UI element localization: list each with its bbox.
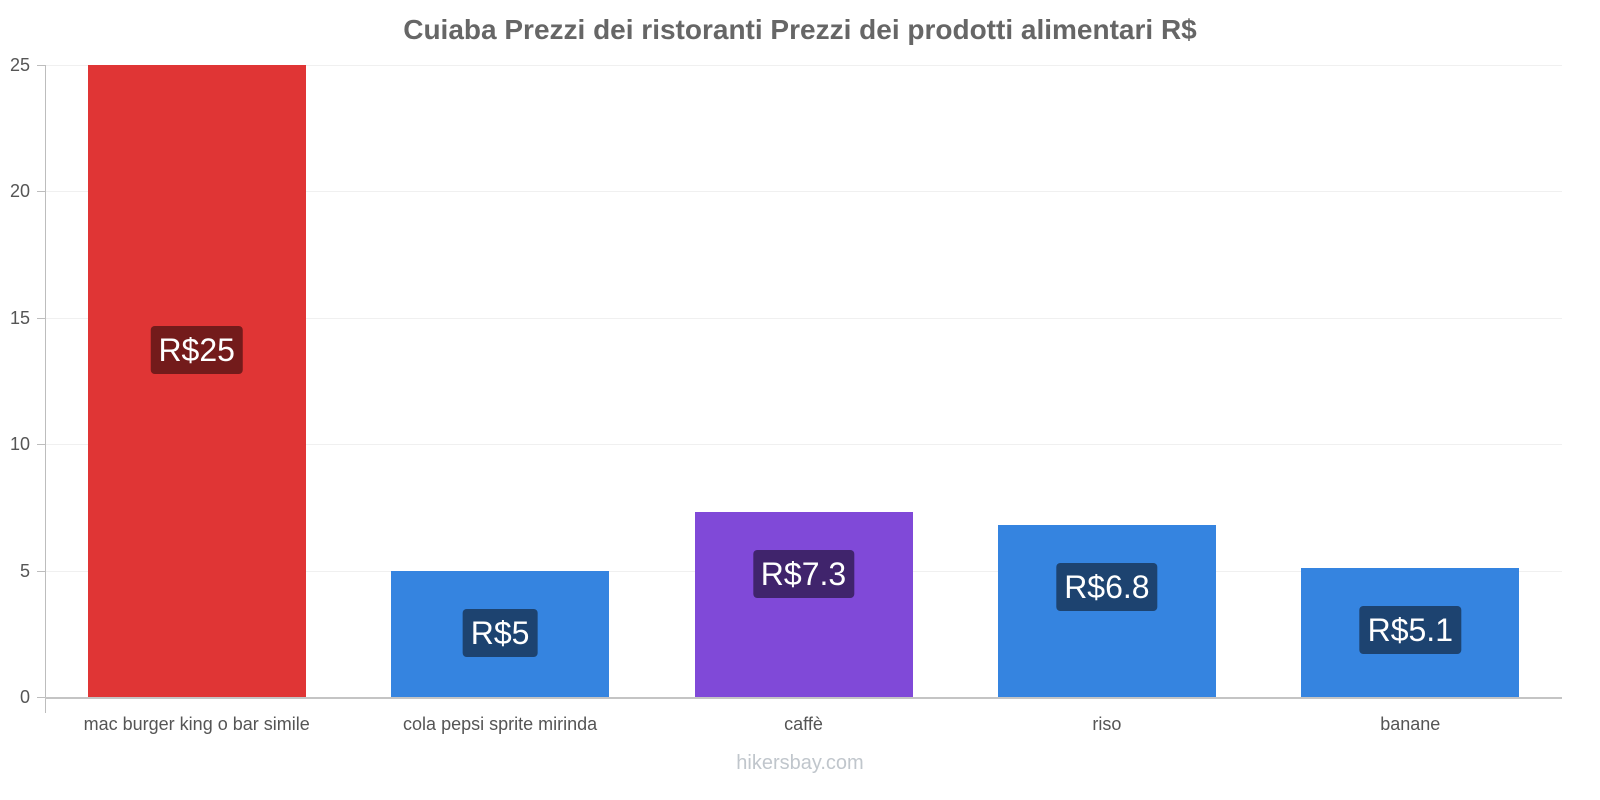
- x-tick-label: riso: [1092, 714, 1122, 734]
- chart-title: Cuiaba Prezzi dei ristoranti Prezzi dei …: [403, 14, 1197, 45]
- y-tick-mark: [37, 191, 45, 193]
- x-tick-label: caffè: [784, 714, 823, 734]
- y-tick-mark: [37, 570, 45, 572]
- bar-value-label: R$25: [150, 326, 243, 374]
- gridline: [45, 444, 1562, 446]
- y-tick-label: 10: [9, 434, 30, 455]
- x-tick-label: cola pepsi sprite mirinda: [403, 714, 598, 734]
- bar-value-label: R$5.1: [1359, 606, 1461, 655]
- gridline: [45, 65, 1562, 66]
- y-axis: [45, 65, 46, 713]
- y-tick-mark: [37, 444, 45, 446]
- bar-value-label: R$5: [462, 608, 538, 657]
- x-tick-label: banane: [1380, 714, 1441, 734]
- bar-value-label: R$7.3: [752, 550, 855, 599]
- y-tick-mark: [37, 317, 45, 319]
- x-axis: [45, 697, 1562, 699]
- y-tick-label: 0: [19, 687, 30, 707]
- watermark: hikersbay.com: [736, 752, 864, 774]
- y-tick-label: 5: [19, 560, 30, 581]
- bar-2[interactable]: [694, 512, 913, 697]
- y-tick-label: 20: [9, 181, 30, 202]
- y-tick-label: 15: [9, 307, 30, 328]
- y-tick-mark: [37, 697, 45, 698]
- bar-value-label: R$6.8: [1056, 563, 1158, 612]
- x-tick-label: mac burger king o bar simile: [83, 714, 310, 734]
- bar-0[interactable]: [87, 65, 306, 697]
- y-tick-label: 25: [9, 55, 30, 75]
- gridline: [45, 317, 1562, 319]
- y-tick-mark: [37, 65, 45, 66]
- gridline: [45, 191, 1562, 193]
